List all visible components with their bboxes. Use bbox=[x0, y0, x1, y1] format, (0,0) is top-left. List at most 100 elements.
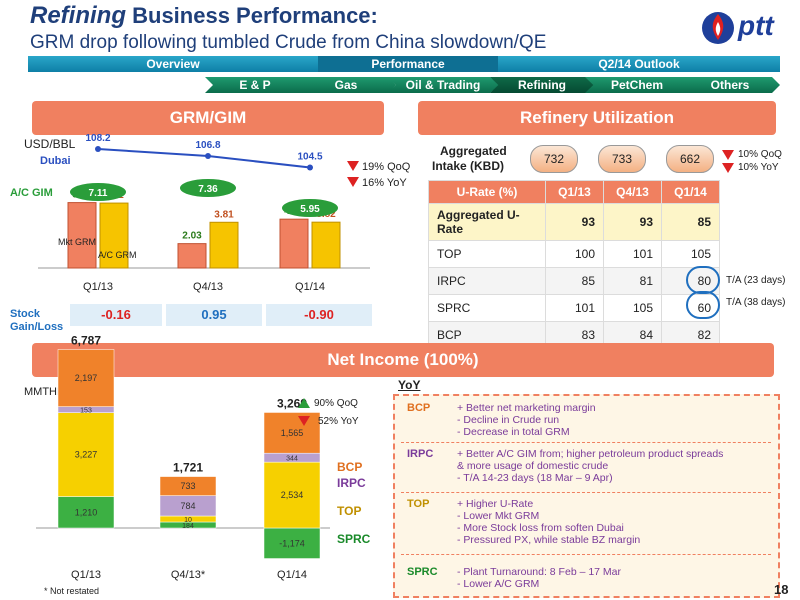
table-row: IRPC 85 81 80 bbox=[428, 267, 720, 295]
table-cell: 85 bbox=[661, 203, 720, 241]
legend-sprc: SPRC bbox=[337, 532, 371, 546]
intake-q1-13: 732 bbox=[530, 145, 578, 173]
net-bar-value: 1,210 bbox=[75, 507, 98, 517]
yoy-point: + Better A/C GIM from; higher petroleum … bbox=[457, 448, 724, 460]
net-bar-value: -1,174 bbox=[279, 538, 305, 548]
company-label: IRPC bbox=[407, 448, 434, 460]
util-section-header: Refinery Utilization bbox=[418, 101, 776, 135]
acgim-label: A/C GIM bbox=[10, 187, 53, 199]
grm-section-header: GRM/GIM bbox=[32, 101, 384, 135]
nav-gas[interactable]: Gas bbox=[296, 77, 396, 93]
dubai-point bbox=[307, 164, 313, 171]
mkt-grm-label: Mkt GRM bbox=[58, 237, 96, 247]
company-label: BCP bbox=[407, 402, 431, 414]
table-row: Aggregated U-Rate 93 93 85 bbox=[428, 203, 720, 241]
table-cell: 93 bbox=[545, 203, 604, 241]
util-qoq-down-icon bbox=[722, 150, 734, 160]
grm-chart: 5.455.417.11Q1/132.033.817.36Q4/134.073.… bbox=[38, 133, 370, 293]
table-row: TOP 100 101 105 bbox=[428, 240, 720, 268]
table-cell: 81 bbox=[603, 267, 662, 295]
stock-label: Stock bbox=[10, 308, 40, 320]
nav-refining[interactable]: Refining bbox=[490, 77, 594, 93]
grm-category-label: Q1/13 bbox=[83, 281, 113, 293]
grm-unit-label: USD/BBL bbox=[24, 137, 76, 151]
util-yoy-down-icon bbox=[722, 163, 734, 173]
grm-qoq-text: 19% QoQ bbox=[362, 161, 411, 173]
divider bbox=[401, 442, 771, 443]
sprc-highlight-ring bbox=[686, 291, 720, 319]
table-cell: 101 bbox=[603, 240, 662, 268]
net-bar-value: 1,565 bbox=[281, 428, 304, 438]
yoy-point: - Pressured PX, while stable BZ margin bbox=[457, 534, 641, 546]
legend-irpc: IRPC bbox=[337, 476, 366, 490]
acgim-value: 7.36 bbox=[198, 184, 218, 195]
grm-category-label: Q4/13 bbox=[193, 281, 223, 293]
nav-overview[interactable]: Overview bbox=[146, 57, 200, 71]
net-bar-value: 2,534 bbox=[281, 490, 304, 500]
yoy-point: - T/A 14-23 days (18 Mar – 9 Apr) bbox=[457, 472, 613, 484]
table-cell: 100 bbox=[545, 240, 604, 268]
divider bbox=[401, 554, 771, 555]
net-total-value: 6,787 bbox=[71, 334, 101, 348]
net-total-value: 1,721 bbox=[173, 461, 203, 475]
dubai-value: 108.2 bbox=[85, 133, 110, 144]
dubai-value: 106.8 bbox=[195, 140, 220, 151]
dubai-label: Dubai bbox=[40, 155, 71, 167]
row-label: TOP bbox=[428, 240, 546, 268]
net-bar-bcp bbox=[159, 476, 217, 496]
yoy-point: - Lower Mkt GRM bbox=[457, 510, 540, 522]
dubai-value: 104.5 bbox=[297, 152, 322, 163]
nav-outlook[interactable]: Q2/14 Outlook bbox=[598, 57, 680, 71]
intake-label-1: Aggregated bbox=[440, 144, 507, 158]
yoy-point: - Decline in Crude run bbox=[457, 414, 560, 426]
yoy-point: & more usage of domestic crude bbox=[457, 460, 609, 472]
net-category-label: Q4/13* bbox=[171, 569, 206, 581]
nav-performance[interactable]: Performance bbox=[318, 56, 498, 72]
title-bold: Refining bbox=[30, 2, 126, 29]
table-cell: 105 bbox=[661, 240, 720, 268]
col-header: Q1/14 bbox=[661, 180, 720, 204]
yoy-point: - Lower A/C GRM bbox=[457, 578, 540, 590]
net-qoq-up-icon bbox=[298, 398, 310, 408]
irpc-highlight-ring bbox=[686, 266, 720, 294]
acgim-pill bbox=[70, 183, 126, 201]
net-bar-top bbox=[263, 461, 321, 529]
acgim-pill bbox=[282, 199, 338, 217]
grm-yoy-down-icon bbox=[347, 177, 359, 187]
util-qoq-text: 10% QoQ bbox=[738, 149, 782, 160]
net-bar-value: 10 bbox=[184, 517, 192, 524]
nav-others[interactable]: Others bbox=[680, 77, 780, 93]
net-bar-top bbox=[57, 412, 115, 497]
flame-icon bbox=[702, 12, 734, 44]
footnote: * Not restated bbox=[44, 586, 100, 596]
col-header: Q1/13 bbox=[545, 180, 604, 204]
col-header: U-Rate (%) bbox=[428, 180, 546, 204]
grm-category-label: Q1/14 bbox=[295, 281, 325, 293]
net-bar-value: 2,197 bbox=[75, 373, 98, 383]
row-label: Aggregated U-Rate bbox=[428, 203, 546, 241]
ptt-logo: ptt bbox=[700, 6, 790, 50]
yoy-point: - More Stock loss from soften Dubai bbox=[457, 522, 624, 534]
stock-q1-13: -0.16 bbox=[70, 304, 162, 326]
yoy-point: + Better net marketing margin bbox=[457, 402, 596, 414]
col-header: Q4/13 bbox=[603, 180, 662, 204]
dubai-point bbox=[205, 153, 211, 159]
util-yoy-text: 10% YoY bbox=[738, 162, 779, 173]
table-row: SPRC 101 105 60 bbox=[428, 294, 720, 322]
nav-petchem[interactable]: PetChem bbox=[585, 77, 689, 93]
net-bar-sprc bbox=[263, 527, 321, 559]
acgim-pill bbox=[180, 179, 236, 197]
yoy-point: - Plant Turnaround: 8 Feb – 17 Mar bbox=[457, 566, 622, 578]
divider bbox=[401, 492, 771, 493]
nav-oil-trading[interactable]: Oil & Trading bbox=[387, 77, 499, 93]
company-label: SPRC bbox=[407, 566, 438, 578]
dubai-point bbox=[95, 146, 101, 152]
nav-ep[interactable]: E & P bbox=[205, 77, 305, 93]
ac-grm-bar bbox=[311, 221, 341, 269]
net-bar-value: 3,227 bbox=[75, 450, 98, 460]
net-unit-label: MMTHB bbox=[24, 386, 65, 398]
ac-grm-bar bbox=[99, 202, 129, 269]
acgim-value: 5.95 bbox=[300, 204, 320, 215]
net-bar-value: 184 bbox=[182, 523, 194, 530]
